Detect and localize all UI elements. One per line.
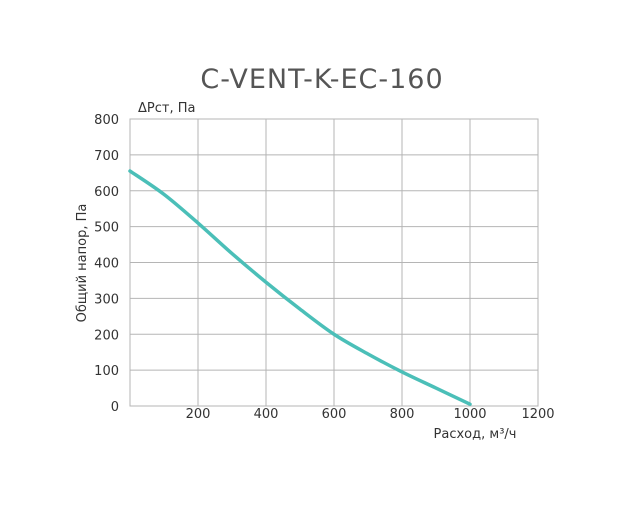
series-layer	[128, 169, 472, 406]
y-axis-label: Общий напор, Па	[75, 204, 90, 323]
grid	[129, 118, 539, 407]
x-tick-label: 1200	[521, 407, 554, 422]
x-tick-label: 800	[390, 407, 415, 422]
x-tick-label: 1000	[453, 407, 486, 422]
x-tick-label: 600	[322, 407, 347, 422]
x-axis-label: Расход, м³/ч	[434, 427, 517, 442]
x-tick-label: 200	[186, 407, 211, 422]
y-tick-label: 100	[94, 364, 119, 379]
chart-title: C-VENT-K-EC-160	[200, 64, 443, 95]
y-tick-label: 600	[94, 185, 119, 200]
y-axis-top-label: ΔPст, Па	[138, 101, 195, 116]
y-tick-label: 300	[94, 292, 119, 307]
x-tick-label: 400	[254, 407, 279, 422]
y-tick-label: 400	[94, 257, 119, 272]
y-tick-label: 800	[94, 113, 119, 128]
series-line	[128, 169, 472, 406]
y-tick-label: 700	[94, 149, 119, 164]
y-tick-label: 200	[94, 328, 119, 343]
y-tick-label: 500	[94, 221, 119, 236]
tick-labels: 200 400 600 800 1000 1200 0 100 200 300 400 500 600 7…	[94, 113, 554, 422]
y-tick-label: 0	[111, 400, 119, 415]
